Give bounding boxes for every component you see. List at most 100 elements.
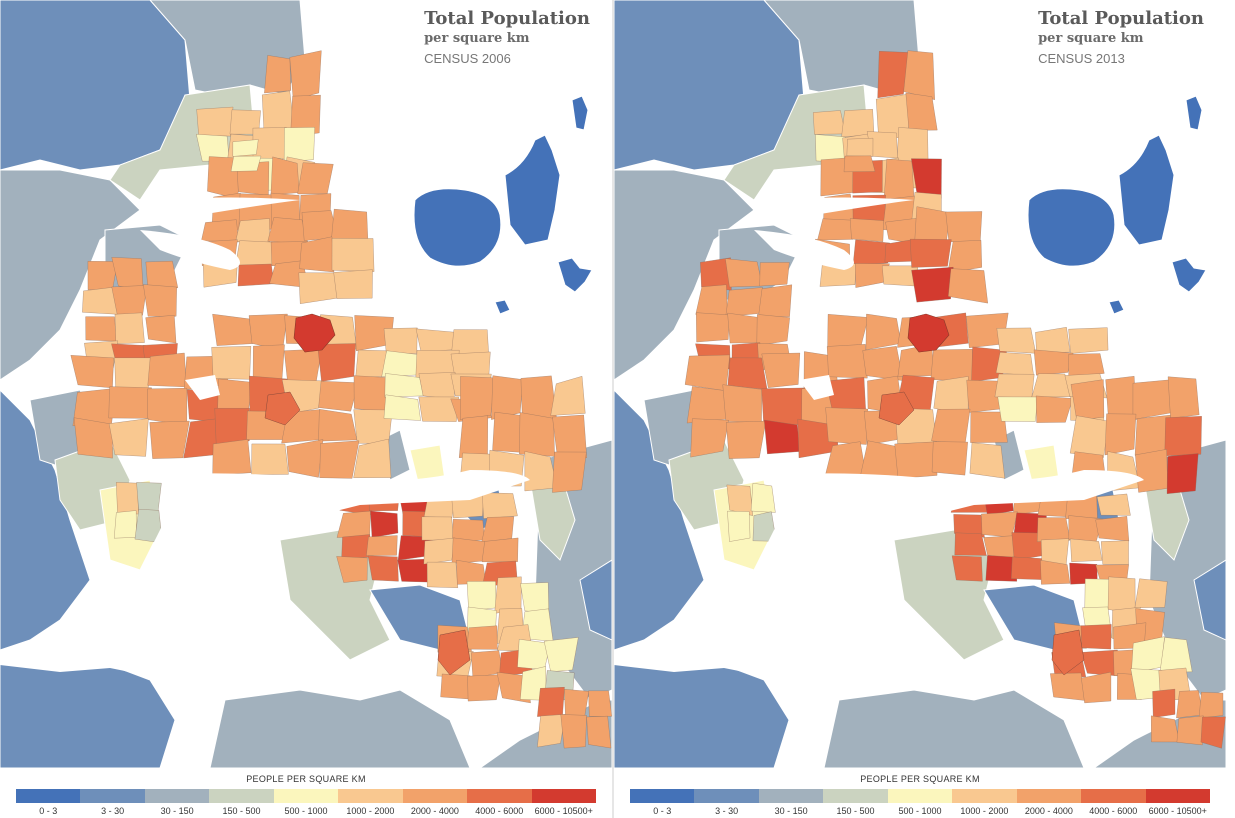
census-area-unit <box>725 420 767 459</box>
census-area-unit <box>111 285 148 319</box>
region-area <box>614 0 805 171</box>
census-area-unit <box>201 219 239 243</box>
census-area-unit <box>283 348 323 382</box>
census-area-unit <box>297 162 334 195</box>
island <box>1118 134 1175 246</box>
legend-swatch <box>1081 789 1146 803</box>
census-area-unit <box>756 314 791 346</box>
census-area-unit <box>383 327 418 354</box>
census-area-unit <box>722 384 763 423</box>
census-area-unit <box>1035 395 1074 423</box>
census-area-unit <box>1134 578 1168 609</box>
census-area-unit <box>481 492 518 519</box>
census-area-unit <box>1084 578 1113 612</box>
legend-swatch <box>630 789 695 803</box>
legend-swatch <box>16 789 81 803</box>
census-area-unit <box>852 239 891 266</box>
map-subtitle: per square km <box>424 31 530 46</box>
census-area-unit <box>914 206 950 244</box>
census-area-unit <box>237 263 275 287</box>
census-area-unit <box>149 420 190 459</box>
legend-label: 3 - 30 <box>101 806 125 816</box>
census-area-unit <box>108 386 152 419</box>
census-area-unit <box>909 238 952 268</box>
legend-label: 4000 - 6000 <box>475 806 524 816</box>
census-area-unit <box>1031 373 1071 398</box>
census-area-unit <box>1095 516 1130 542</box>
census-area-unit <box>290 94 321 138</box>
census-area-unit <box>537 714 566 748</box>
census-area-unit <box>437 629 471 676</box>
legend-swatch <box>338 789 403 803</box>
census-area-unit <box>894 441 938 479</box>
legend-label: 6000 - 10500+ <box>1148 806 1207 816</box>
census-area-unit <box>931 441 968 476</box>
legend-swatch <box>144 789 210 803</box>
census-area-unit <box>232 139 259 157</box>
census-area-unit <box>759 262 790 287</box>
region-area <box>0 0 191 171</box>
census-area-unit <box>142 284 177 317</box>
census-area-unit <box>293 313 336 353</box>
census-area-unit <box>947 268 989 304</box>
census-year: CENSUS 2006 <box>424 51 511 66</box>
census-area-unit <box>1152 688 1176 718</box>
census-area-unit <box>1100 540 1129 565</box>
census-area-unit <box>267 217 309 245</box>
census-area-unit <box>85 316 117 342</box>
census-area-unit <box>318 408 358 442</box>
census-area-unit <box>550 375 586 416</box>
census-area-unit <box>750 482 776 513</box>
census-area-unit <box>318 380 360 412</box>
census-area-unit <box>251 443 289 475</box>
census-area-unit <box>1010 556 1045 580</box>
legend-label: 3 - 30 <box>715 806 739 816</box>
legend-swatch <box>273 789 339 803</box>
census-area-unit <box>1132 379 1171 420</box>
census-area-unit <box>969 442 1006 479</box>
census-area-unit <box>727 510 751 542</box>
census-area-unit <box>1069 415 1110 458</box>
census-area-unit <box>481 537 519 563</box>
harbour-water <box>95 470 530 700</box>
island <box>413 188 502 267</box>
census-area-unit <box>336 556 368 583</box>
legend-swatch <box>887 789 953 803</box>
census-area-unit <box>1070 538 1103 563</box>
harbour-water <box>0 640 170 680</box>
census-area-unit <box>383 394 421 421</box>
map-title: Total Population <box>424 8 590 29</box>
legend-labels: 0 - 3 3 - 30 30 - 150 150 - 500 500 - 1000 10… <box>16 806 596 816</box>
census-area-unit <box>862 346 904 381</box>
census-area-unit <box>196 106 234 137</box>
census-area-unit <box>330 208 369 244</box>
census-area-unit <box>846 137 874 157</box>
census-area-unit <box>896 127 929 163</box>
census-area-unit <box>460 376 496 421</box>
legend-swatch <box>952 789 1017 803</box>
census-area-unit <box>467 674 501 702</box>
legend-color-bar <box>16 789 596 803</box>
census-area-unit <box>136 482 162 514</box>
census-area-unit <box>458 415 489 458</box>
census-area-unit <box>299 236 335 273</box>
harbour-water <box>799 375 834 400</box>
legend-label: 1000 - 2000 <box>960 806 1009 816</box>
census-area-unit <box>113 510 137 539</box>
legend-title: PEOPLE PER SQUARE KM <box>860 774 980 784</box>
census-area-unit <box>995 351 1034 377</box>
legend: PEOPLE PER SQUARE KM 0 - 3 3 - 30 30 - 150… <box>614 768 1226 818</box>
region-area <box>823 689 1085 768</box>
census-area-unit <box>877 50 910 99</box>
panel-divider <box>612 0 614 818</box>
census-area-unit <box>843 155 876 173</box>
census-area-unit <box>235 218 271 243</box>
census-area-unit <box>911 266 954 303</box>
census-area-unit <box>883 158 915 200</box>
census-area-unit <box>947 239 983 273</box>
census-area-unit <box>537 686 565 717</box>
harbour-water <box>774 197 914 215</box>
census-area-unit <box>264 391 301 426</box>
census-area-unit <box>1135 449 1168 493</box>
census-area-unit <box>761 352 801 388</box>
